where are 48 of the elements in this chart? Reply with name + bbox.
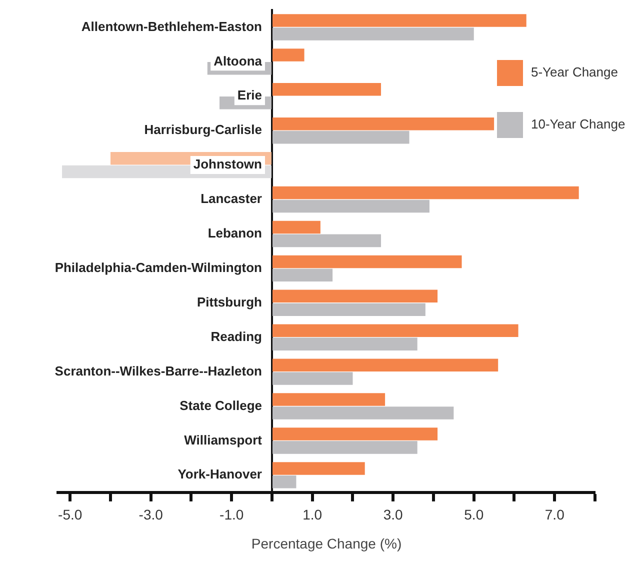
- y-tick-label: Lancaster: [200, 191, 262, 206]
- x-axis-title: Percentage Change (%): [251, 535, 402, 552]
- bar: [272, 338, 418, 350]
- x-tick-label: 7.0: [544, 506, 565, 523]
- y-tick-label: Scranton--Wilkes-Barre--Hazleton: [54, 363, 262, 378]
- legend-label: 5-Year Change: [531, 64, 618, 80]
- x-tick-label: 5.0: [464, 506, 484, 523]
- bar: [272, 48, 304, 62]
- bar: [272, 28, 474, 40]
- bar: [272, 372, 353, 385]
- y-tick-label: York-Hanover: [178, 466, 262, 482]
- y-tick-label: Philadelphia-Camden-Wilmington: [54, 260, 262, 276]
- bar: [272, 324, 518, 338]
- x-tick-label: -5.0: [58, 506, 82, 523]
- x-tick-label: 1.0: [302, 506, 322, 523]
- bar: [272, 303, 426, 316]
- bar: [272, 200, 430, 213]
- bar: [272, 14, 526, 27]
- bar: [272, 220, 320, 234]
- bar: [272, 234, 382, 248]
- y-tick-label: Johnstown: [193, 156, 262, 172]
- bar: [272, 406, 454, 420]
- bar: [272, 255, 462, 268]
- y-tick-label: Altoona: [214, 53, 263, 68]
- bar: [272, 462, 365, 475]
- y-tick-label: Allentown-Bethlehem-Easton: [81, 18, 262, 34]
- x-tick-label: -1.0: [220, 506, 244, 523]
- y-tick-label: Reading: [210, 328, 262, 344]
- y-tick-label: Erie: [237, 88, 262, 103]
- x-tick-label: 3.0: [383, 506, 404, 523]
- y-tick-label: State College: [180, 398, 262, 413]
- x-tick-label: -3.0: [138, 506, 164, 523]
- bar: [272, 83, 382, 96]
- bar: [272, 441, 418, 454]
- bar: [272, 476, 296, 488]
- bar: [272, 268, 333, 282]
- legend-label: 10-Year Change: [531, 116, 626, 132]
- bar: [272, 358, 498, 372]
- bar: [272, 118, 494, 130]
- bar: [272, 130, 410, 144]
- bar: [272, 393, 386, 406]
- y-tick-label: Williamsport: [184, 432, 263, 448]
- bar: [272, 290, 438, 303]
- bar: [272, 428, 438, 440]
- y-tick-label: Lebanon: [208, 226, 262, 241]
- bar: [272, 186, 579, 200]
- y-tick-label: Pittsburgh: [196, 294, 262, 310]
- y-tick-label: Harrisburg-Carlisle: [144, 122, 262, 138]
